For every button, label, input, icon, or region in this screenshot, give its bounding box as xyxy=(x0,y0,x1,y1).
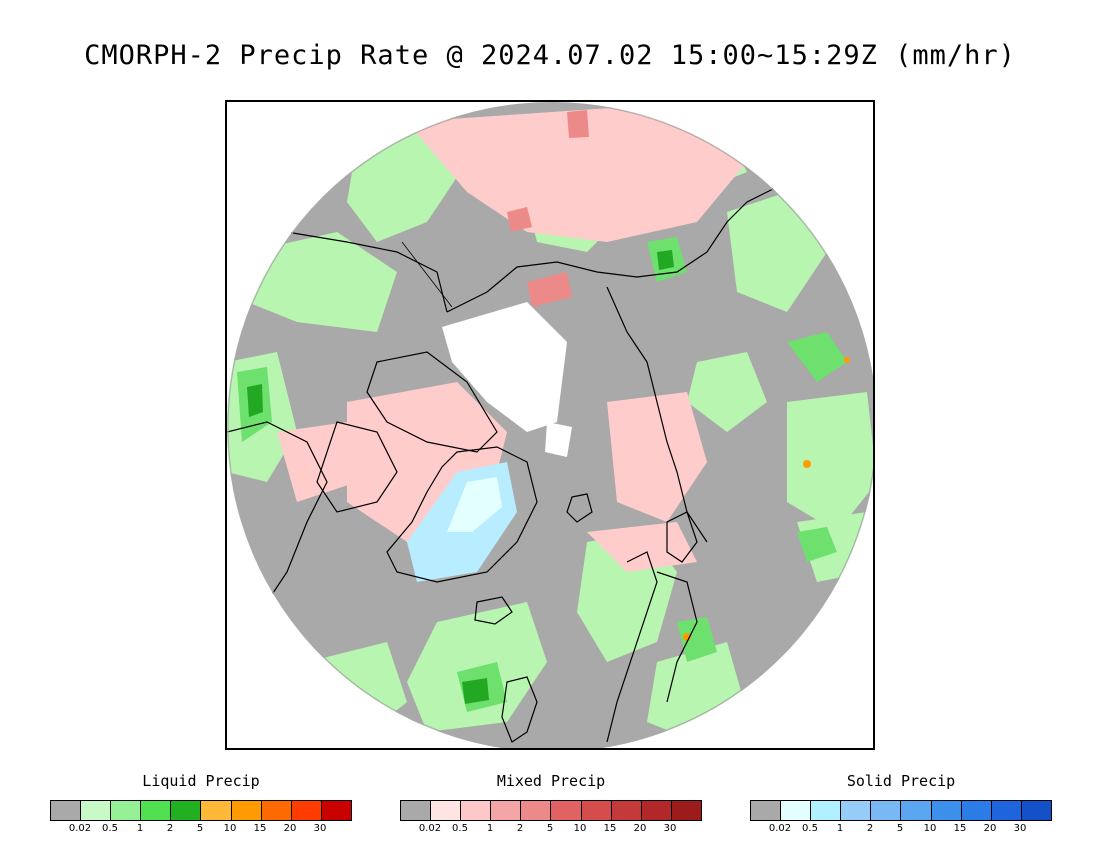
legend-liquid-ticks: 0.02 0.5 1 2 5 10 15 20 30 xyxy=(50,823,350,839)
legend-mixed-tick-label: 5 xyxy=(546,823,554,834)
legend-liquid-tick-label: 30 xyxy=(313,823,327,834)
legend-solid-tick-label: 30 xyxy=(1013,823,1027,834)
legend-liquid-tick-label: 20 xyxy=(283,823,297,834)
legend-mixed-ticks: 0.02 0.5 1 2 5 10 15 20 30 xyxy=(400,823,700,839)
legend-liquid-title: Liquid Precip xyxy=(142,772,260,790)
legend-liquid-tick-label: 15 xyxy=(253,823,267,834)
heavy-rain-areas xyxy=(247,250,674,704)
legend-solid-tick-label: 10 xyxy=(923,823,937,834)
legend-solid-swatch-9 xyxy=(1021,801,1051,820)
map-disc-edge xyxy=(227,102,873,748)
legend-solid-colorbar xyxy=(750,800,1052,821)
legend-mixed-title: Mixed Precip xyxy=(496,772,606,790)
legend-solid-tick-label: 0.5 xyxy=(802,823,818,834)
legend-mixed-colorbar xyxy=(400,800,702,821)
coastlines xyxy=(227,161,818,743)
legend-solid-tick-label: 2 xyxy=(866,823,874,834)
legend-liquid-colorbar xyxy=(50,800,352,821)
legend-liquid-swatch-0 xyxy=(51,801,82,820)
legend-liquid-tick-label: 5 xyxy=(196,823,204,834)
legend-mixed-tick-label: 15 xyxy=(603,823,617,834)
legend-liquid-tick-label: 10 xyxy=(223,823,237,834)
legend-solid-swatch-8 xyxy=(991,801,1022,820)
legend-mixed-swatch-0 xyxy=(401,801,432,820)
legend-solid-swatch-6 xyxy=(931,801,962,820)
legend-mixed-swatch-7 xyxy=(611,801,642,820)
legend-mixed-swatch-4 xyxy=(521,801,552,820)
legend-mixed-swatch-3 xyxy=(491,801,522,820)
legend-solid-tick-label: 5 xyxy=(896,823,904,834)
legend-liquid-tick-label: 1 xyxy=(136,823,144,834)
legend-liquid-swatch-7 xyxy=(261,801,292,820)
legend-liquid-tick-label: 0.5 xyxy=(102,823,118,834)
legend-mixed-tick-label: 2 xyxy=(516,823,524,834)
legend-mixed-swatch-5 xyxy=(551,801,582,820)
legend-solid-swatch-1 xyxy=(781,801,812,820)
legend-solid: Solid Precip 0.02 0.5 1 2 5 10 15 20 30 xyxy=(750,772,1052,839)
mixed-precip-heavier xyxy=(507,110,589,307)
legend-solid-tick-label: 20 xyxy=(983,823,997,834)
legend-liquid: Liquid Precip 0.02 0.5 1 2 5 10 15 20 30 xyxy=(50,772,352,839)
legend-solid-ticks: 0.02 0.5 1 2 5 10 15 20 30 xyxy=(750,823,1050,839)
legend-mixed-tick-label: 1 xyxy=(486,823,494,834)
legend-liquid-swatch-1 xyxy=(81,801,112,820)
legend-mixed-swatch-9 xyxy=(671,801,701,820)
legend-solid-title: Solid Precip xyxy=(846,772,956,790)
legend-mixed-tick-label: 10 xyxy=(573,823,587,834)
legend-mixed-swatch-8 xyxy=(641,801,672,820)
legend-liquid-tick-label: 0.02 xyxy=(68,823,92,834)
legend-liquid-swatch-5 xyxy=(201,801,232,820)
map-title: CMORPH-2 Precip Rate @ 2024.07.02 15:00~… xyxy=(84,40,1016,71)
legend-liquid-swatch-3 xyxy=(141,801,172,820)
legend-solid-tick-label: 0.02 xyxy=(768,823,792,834)
legend-solid-swatch-4 xyxy=(871,801,902,820)
legend-solid-tick-label: 15 xyxy=(953,823,967,834)
legend-mixed-tick-label: 20 xyxy=(633,823,647,834)
legend-solid-swatch-7 xyxy=(961,801,992,820)
legend-solid-tick-label: 1 xyxy=(836,823,844,834)
legend-mixed-swatch-2 xyxy=(461,801,492,820)
legend-mixed-swatch-6 xyxy=(581,801,612,820)
polar-map xyxy=(225,100,875,750)
legend-mixed-tick-label: 30 xyxy=(663,823,677,834)
legend-mixed-tick-label: 0.5 xyxy=(452,823,468,834)
legend-liquid-swatch-6 xyxy=(231,801,262,820)
polar-ice-region xyxy=(442,302,572,457)
legend-solid-swatch-0 xyxy=(751,801,782,820)
legend-mixed-swatch-1 xyxy=(431,801,462,820)
legend-solid-swatch-3 xyxy=(841,801,872,820)
precip-map-canvas xyxy=(227,102,873,748)
legend-mixed: Mixed Precip 0.02 0.5 1 2 5 10 15 20 30 xyxy=(400,772,702,839)
solid-precip-light xyxy=(447,477,502,532)
legend-liquid-swatch-9 xyxy=(321,801,351,820)
legend-liquid-swatch-2 xyxy=(111,801,142,820)
legend-solid-swatch-2 xyxy=(811,801,842,820)
legend-solid-swatch-5 xyxy=(901,801,932,820)
legend-liquid-swatch-8 xyxy=(291,801,322,820)
legend-liquid-tick-label: 2 xyxy=(166,823,174,834)
legend-liquid-swatch-4 xyxy=(171,801,202,820)
legend-mixed-tick-label: 0.02 xyxy=(418,823,442,834)
